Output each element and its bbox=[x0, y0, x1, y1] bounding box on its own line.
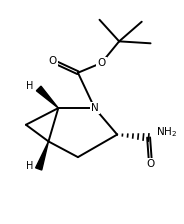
Text: O: O bbox=[146, 159, 155, 169]
Text: NH$_2$: NH$_2$ bbox=[156, 125, 178, 138]
Text: N: N bbox=[91, 103, 98, 113]
Polygon shape bbox=[36, 141, 49, 170]
Text: H: H bbox=[26, 161, 34, 171]
Text: H: H bbox=[26, 82, 34, 91]
Text: O: O bbox=[48, 56, 56, 66]
Text: O: O bbox=[97, 58, 106, 68]
Polygon shape bbox=[36, 86, 58, 108]
